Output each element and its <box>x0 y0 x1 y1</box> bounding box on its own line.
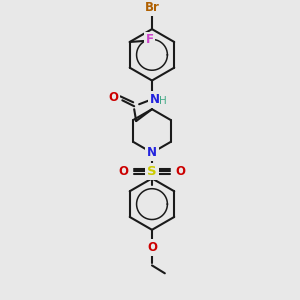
Text: O: O <box>176 165 186 178</box>
Text: H: H <box>159 96 167 106</box>
Text: N: N <box>150 93 160 106</box>
Text: O: O <box>118 165 128 178</box>
Text: Br: Br <box>145 1 159 14</box>
Text: O: O <box>108 91 118 104</box>
Text: S: S <box>147 165 157 178</box>
Text: N: N <box>147 146 157 159</box>
Text: F: F <box>146 34 154 46</box>
Text: O: O <box>147 241 157 254</box>
